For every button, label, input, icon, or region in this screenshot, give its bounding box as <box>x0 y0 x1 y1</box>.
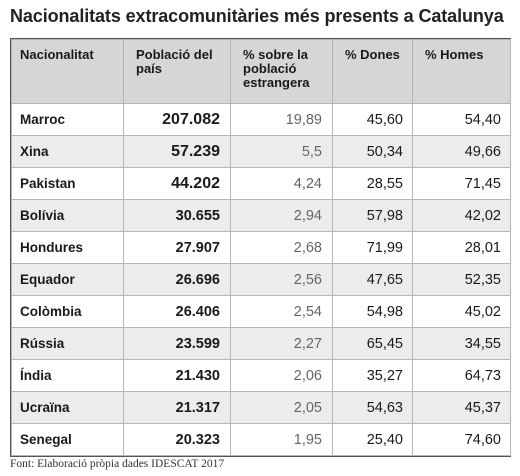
cell-population: 207.082 <box>123 103 231 136</box>
source-note: Font: Elaboració pròpia dades IDESCAT 20… <box>10 458 225 470</box>
table-row: Hondures 27.907 2,68 71,99 28,01 <box>11 231 511 264</box>
table-body: Marroc 207.082 19,89 45,60 54,40 Xina 57.239 5,… <box>11 103 511 456</box>
cell-population: 23.599 <box>123 327 231 360</box>
cell-men: 64,73 <box>412 359 511 392</box>
cell-women: 35,27 <box>332 359 413 392</box>
cell-pct-foreign: 2,06 <box>230 359 333 392</box>
header-row: Nacionalitat Població del país % sobre l… <box>11 39 511 104</box>
cell-pct-foreign: 2,27 <box>230 327 333 360</box>
cell-men: 42,02 <box>412 199 511 232</box>
table-row: Colòmbia 26.406 2,54 54,98 45,02 <box>11 295 511 328</box>
cell-population: 57.239 <box>123 135 231 168</box>
cell-men: 54,40 <box>412 103 511 136</box>
cell-nationality: Colòmbia <box>11 295 124 328</box>
table-header: Nacionalitat Població del país % sobre l… <box>11 39 511 104</box>
table-row: Pakistan 44.202 4,24 28,55 71,45 <box>11 167 511 200</box>
cell-men: 45,02 <box>412 295 511 328</box>
cell-pct-foreign: 2,54 <box>230 295 333 328</box>
cell-women: 65,45 <box>332 327 413 360</box>
cell-pct-foreign: 5,5 <box>230 135 333 168</box>
nationalities-table: Nacionalitat Població del país % sobre l… <box>11 39 511 456</box>
cell-nationality: Rússia <box>11 327 124 360</box>
cell-population: 44.202 <box>123 167 231 200</box>
cell-men: 52,35 <box>412 263 511 296</box>
cell-pct-foreign: 2,56 <box>230 263 333 296</box>
cell-women: 54,63 <box>332 391 413 424</box>
table-row: Senegal 20.323 1,95 25,40 74,60 <box>11 423 511 456</box>
cell-nationality: Equador <box>11 263 124 296</box>
cell-pct-foreign: 2,68 <box>230 231 333 264</box>
nationalities-table-container: Nacionalitat Població del país % sobre l… <box>10 38 511 457</box>
cell-women: 28,55 <box>332 167 413 200</box>
cell-nationality: Índia <box>11 359 124 392</box>
cell-nationality: Pakistan <box>11 167 124 200</box>
cell-nationality: Marroc <box>11 103 124 136</box>
cell-women: 71,99 <box>332 231 413 264</box>
cell-men: 71,45 <box>412 167 511 200</box>
cell-women: 57,98 <box>332 199 413 232</box>
header-population: Població del país <box>123 39 231 104</box>
page-title: Nacionalitats extracomunitàries més pres… <box>10 6 504 26</box>
cell-men: 34,55 <box>412 327 511 360</box>
cell-nationality: Senegal <box>11 423 124 456</box>
table-row: Bolívia 30.655 2,94 57,98 42,02 <box>11 199 511 232</box>
cell-women: 47,65 <box>332 263 413 296</box>
cell-nationality: Xina <box>11 135 124 168</box>
table-row: Marroc 207.082 19,89 45,60 54,40 <box>11 103 511 136</box>
cell-nationality: Ucraïna <box>11 391 124 424</box>
cell-population: 26.406 <box>123 295 231 328</box>
cell-men: 45,37 <box>412 391 511 424</box>
cell-pct-foreign: 2,94 <box>230 199 333 232</box>
header-men: % Homes <box>412 39 511 104</box>
cell-pct-foreign: 1,95 <box>230 423 333 456</box>
cell-population: 30.655 <box>123 199 231 232</box>
cell-nationality: Bolívia <box>11 199 124 232</box>
cell-women: 25,40 <box>332 423 413 456</box>
header-nationality: Nacionalitat <box>11 39 124 104</box>
cell-men: 74,60 <box>412 423 511 456</box>
cell-population: 26.696 <box>123 263 231 296</box>
cell-population: 20.323 <box>123 423 231 456</box>
table-row: Xina 57.239 5,5 50,34 49,66 <box>11 135 511 168</box>
header-pct-foreign: % sobre la població estrangera <box>230 39 333 104</box>
cell-population: 21.430 <box>123 359 231 392</box>
cell-population: 27.907 <box>123 231 231 264</box>
cell-women: 50,34 <box>332 135 413 168</box>
cell-pct-foreign: 19,89 <box>230 103 333 136</box>
table-row: Ucraïna 21.317 2,05 54,63 45,37 <box>11 391 511 424</box>
header-women: % Dones <box>332 39 413 104</box>
cell-men: 28,01 <box>412 231 511 264</box>
cell-women: 45,60 <box>332 103 413 136</box>
cell-population: 21.317 <box>123 391 231 424</box>
table-row: Rússia 23.599 2,27 65,45 34,55 <box>11 327 511 360</box>
table-row: Índia 21.430 2,06 35,27 64,73 <box>11 359 511 392</box>
table-row: Equador 26.696 2,56 47,65 52,35 <box>11 263 511 296</box>
cell-men: 49,66 <box>412 135 511 168</box>
cell-nationality: Hondures <box>11 231 124 264</box>
cell-pct-foreign: 4,24 <box>230 167 333 200</box>
cell-women: 54,98 <box>332 295 413 328</box>
cell-pct-foreign: 2,05 <box>230 391 333 424</box>
